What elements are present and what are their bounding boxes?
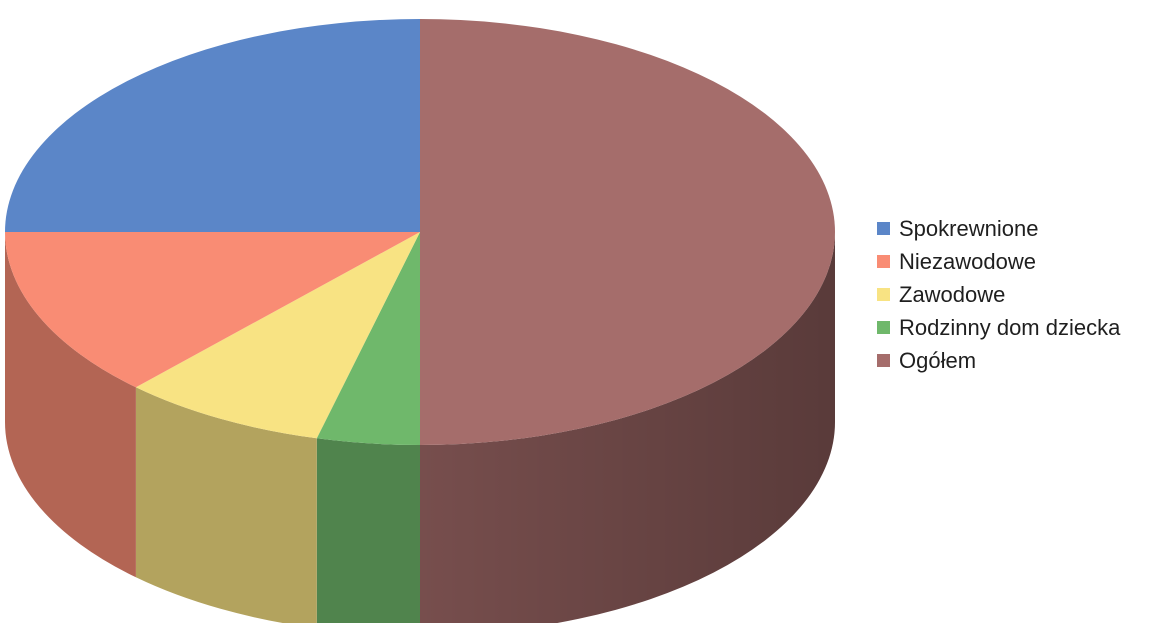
legend-label: Rodzinny dom dziecka — [899, 314, 1121, 340]
legend-item: Niezawodowe — [877, 245, 1120, 278]
pie-slice-niezawodowe — [5, 232, 420, 388]
legend: Spokrewnione Niezawodowe Zawodowe Rodzinny … — [877, 212, 1120, 377]
legend-item: Ogółem — [877, 344, 1120, 377]
legend-swatch — [877, 354, 890, 367]
legend-label: Ogółem — [899, 347, 977, 373]
legend-label: Spokrewnione — [899, 215, 1039, 241]
legend-label: Niezawodowe — [899, 248, 1036, 274]
pie-slice-spokrewnione — [5, 19, 420, 232]
pie-slice-zawodowe — [135, 232, 420, 439]
legend-label: Zawodowe — [899, 281, 1006, 307]
legend-item: Spokrewnione — [877, 212, 1120, 245]
legend-swatch — [877, 321, 890, 334]
legend-item: Rodzinny dom dziecka — [877, 311, 1120, 344]
legend-swatch — [877, 222, 890, 235]
legend-swatch — [877, 255, 890, 268]
legend-swatch — [877, 288, 890, 301]
legend-item: Zawodowe — [877, 278, 1120, 311]
pie-slice-ogółem — [420, 19, 835, 445]
pie-wall-shading — [5, 232, 835, 623]
pie-slice-rodzinny-dom-dziecka — [316, 232, 420, 445]
